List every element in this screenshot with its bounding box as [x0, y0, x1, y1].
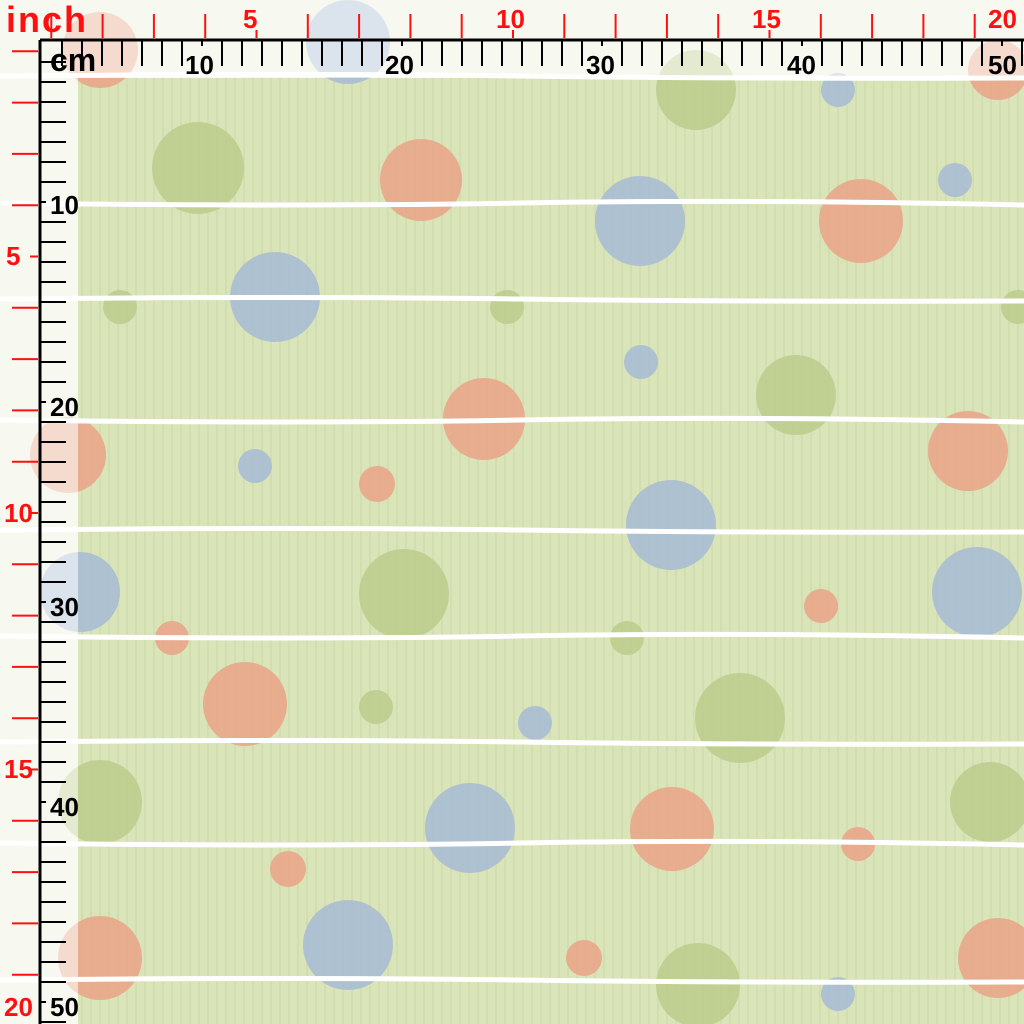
inch-left-label: 15 [4, 754, 33, 784]
blue-dot [518, 706, 552, 740]
orange-dot [819, 179, 903, 263]
white-stripe [0, 631, 1024, 641]
orange-dot [270, 851, 306, 887]
cm-left-label: 10 [50, 190, 79, 220]
white-stripe [0, 198, 1024, 208]
inch-top-label: 15 [752, 4, 781, 34]
blue-dot [821, 977, 855, 1011]
white-stripe [0, 976, 1024, 985]
green-dot [103, 290, 137, 324]
cm-top-label: 40 [787, 50, 816, 80]
inch-left-label: 20 [4, 992, 33, 1022]
green-dot [1001, 290, 1024, 324]
green-dot [152, 122, 244, 214]
cm-left-label: 30 [50, 592, 79, 622]
orange-dot [928, 411, 1008, 491]
green-dot [359, 690, 393, 724]
inch-left-label: 10 [4, 498, 33, 528]
white-stripe [0, 838, 1024, 848]
orange-dot [958, 918, 1024, 998]
green-dot [695, 673, 785, 763]
blue-dot [932, 547, 1022, 637]
blue-dot [238, 449, 272, 483]
inch-top-label: 5 [243, 4, 258, 34]
orange-dot [566, 940, 602, 976]
blue-dot [626, 480, 716, 570]
blue-dot [595, 176, 685, 266]
cm-unit-label: cm [50, 42, 97, 78]
orange-dot [630, 787, 714, 871]
blue-dot [624, 345, 658, 379]
blue-dot [938, 163, 972, 197]
cm-left-label: 40 [50, 792, 79, 822]
green-dot [490, 290, 524, 324]
cm-left-label: 50 [50, 992, 79, 1022]
blue-dot [303, 900, 393, 990]
green-dot [756, 355, 836, 435]
inch-left-label: 5 [6, 241, 21, 271]
green-dot [58, 760, 142, 844]
cm-top-label: 30 [586, 50, 615, 80]
inch-top-label: 20 [988, 4, 1017, 34]
inch-top-label: 10 [496, 4, 525, 34]
orange-dot [203, 662, 287, 746]
cm-left-label: 20 [50, 392, 79, 422]
cm-top-label: 10 [185, 50, 214, 80]
white-stripe [0, 295, 1024, 304]
green-dot [950, 762, 1024, 842]
orange-dot [804, 589, 838, 623]
white-stripe [0, 526, 1024, 535]
white-stripe [0, 738, 1024, 747]
cm-top-label: 50 [988, 50, 1017, 80]
inch-unit-label: inch [6, 0, 89, 40]
orange-dot [380, 139, 462, 221]
green-dot [359, 549, 449, 639]
white-stripe [0, 415, 1024, 425]
green-dot [610, 621, 644, 655]
blue-dot [821, 73, 855, 107]
blue-dot [425, 783, 515, 873]
cm-top-label: 20 [385, 50, 414, 80]
orange-dot [359, 466, 395, 502]
